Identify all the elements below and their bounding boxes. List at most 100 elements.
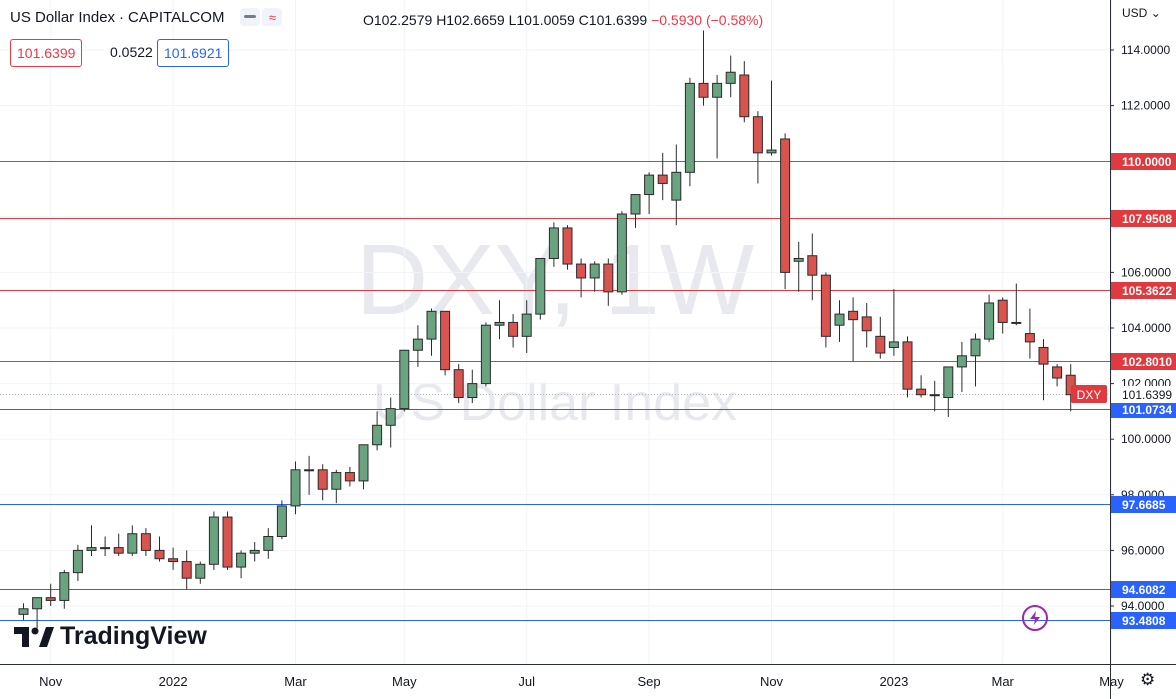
candle-body[interactable] [358, 444, 369, 482]
candle-body[interactable] [698, 82, 709, 98]
last-price-tag-bg [1111, 386, 1176, 403]
candle-body[interactable] [929, 394, 940, 397]
candle-body[interactable] [997, 299, 1008, 323]
level-price-tag[interactable] [1111, 401, 1176, 418]
candle-body[interactable] [344, 472, 355, 482]
candle-body[interactable] [780, 138, 791, 273]
candle-body[interactable] [752, 116, 763, 154]
symbol-name[interactable]: US Dollar Index [10, 8, 116, 26]
candle-body[interactable] [100, 547, 111, 550]
candle-body[interactable] [140, 533, 151, 551]
candle-body[interactable] [32, 597, 43, 610]
candle-body[interactable] [1052, 366, 1063, 379]
candle-body[interactable] [195, 563, 206, 579]
candle-body[interactable] [684, 82, 695, 173]
candle-body[interactable] [671, 171, 682, 201]
candle-body[interactable] [807, 255, 818, 276]
candle-body[interactable] [208, 516, 219, 565]
sell-price-button[interactable]: 101.6399 [10, 39, 83, 67]
candle-body[interactable] [494, 321, 505, 326]
candle-body[interactable] [766, 149, 777, 154]
candle-body[interactable] [793, 258, 804, 262]
candle-body[interactable] [834, 313, 845, 326]
level-price-tag[interactable] [1111, 210, 1176, 227]
candle-body[interactable] [399, 349, 410, 410]
candle-body[interactable] [181, 561, 192, 579]
candle-body[interactable] [249, 549, 260, 554]
candle-body[interactable] [168, 558, 179, 563]
candle-body[interactable] [453, 369, 464, 399]
candle-body[interactable] [848, 310, 859, 321]
candle-body[interactable] [59, 572, 70, 601]
level-price-tag[interactable] [1111, 153, 1176, 170]
candle-body[interactable] [263, 536, 274, 551]
candle-body[interactable] [385, 408, 396, 426]
candle-body[interactable] [970, 338, 981, 357]
candle-body[interactable] [644, 174, 655, 196]
candle-body[interactable] [1011, 321, 1022, 324]
gear-icon[interactable]: ⚙ [1140, 670, 1156, 689]
candle-body[interactable] [888, 341, 899, 348]
candle-body[interactable] [739, 74, 750, 118]
level-price-tag[interactable] [1111, 282, 1176, 299]
candle-body[interactable] [820, 274, 831, 337]
candle-body[interactable] [72, 549, 83, 574]
candle-body[interactable] [290, 469, 301, 507]
candle-body[interactable] [317, 469, 328, 490]
candle-body[interactable] [916, 388, 927, 396]
tradingview-logo[interactable]: TradingView [14, 622, 207, 651]
candle-body[interactable] [222, 516, 233, 568]
hide-icon[interactable] [240, 8, 261, 26]
candle-body[interactable] [1038, 346, 1049, 365]
candle-body[interactable] [875, 335, 886, 354]
candle-body[interactable] [562, 227, 573, 265]
candle-body[interactable] [725, 71, 736, 84]
candle-body[interactable] [576, 263, 587, 279]
candle-body[interactable] [616, 213, 627, 293]
candle-body[interactable] [372, 424, 383, 446]
candle-body[interactable] [956, 355, 967, 368]
candle-body[interactable] [331, 472, 342, 490]
candle-body[interactable] [276, 505, 287, 538]
level-price-tag[interactable] [1111, 353, 1176, 370]
candle-body[interactable] [412, 338, 423, 351]
level-price-tag[interactable] [1111, 612, 1176, 629]
level-price-tag[interactable] [1111, 581, 1176, 598]
candle-body[interactable] [943, 366, 954, 399]
currency-selector[interactable]: USD ⌄ [1122, 6, 1161, 20]
candle-body[interactable] [154, 549, 165, 560]
symbol-tag [1071, 385, 1107, 403]
candle-body[interactable] [861, 316, 872, 332]
candle-body[interactable] [1024, 333, 1035, 343]
candle-body[interactable] [521, 313, 532, 337]
flash-icon[interactable] [1022, 605, 1048, 631]
candle-body[interactable] [984, 302, 995, 340]
candle-body[interactable] [480, 324, 491, 385]
candle-body[interactable] [304, 469, 315, 472]
compare-icon[interactable]: ≈ [262, 8, 283, 26]
buy-price-button[interactable]: 101.6921 [157, 39, 230, 67]
candle-body[interactable] [508, 321, 519, 337]
x-tick-label: Jul [518, 674, 535, 689]
candle-body[interactable] [902, 341, 913, 390]
symbol-separator: · [119, 8, 125, 26]
candle-body[interactable] [589, 263, 600, 279]
candle-body[interactable] [467, 383, 478, 399]
candle-body[interactable] [18, 608, 29, 615]
candle-body[interactable] [548, 227, 559, 259]
candle-body[interactable] [440, 310, 451, 371]
candle-body[interactable] [236, 552, 247, 568]
candle-body[interactable] [113, 547, 124, 554]
candle-body[interactable] [45, 597, 56, 601]
candle-body[interactable] [712, 82, 723, 98]
candle-body[interactable] [86, 547, 97, 551]
level-price-tag[interactable] [1111, 496, 1176, 513]
candle-body[interactable] [603, 263, 614, 293]
candle-body[interactable] [1065, 374, 1076, 396]
candle-body[interactable] [535, 258, 546, 315]
candle-body[interactable] [657, 174, 668, 184]
candle-body[interactable] [127, 533, 138, 554]
candle-body[interactable] [426, 310, 437, 340]
candle-body[interactable] [630, 194, 641, 215]
